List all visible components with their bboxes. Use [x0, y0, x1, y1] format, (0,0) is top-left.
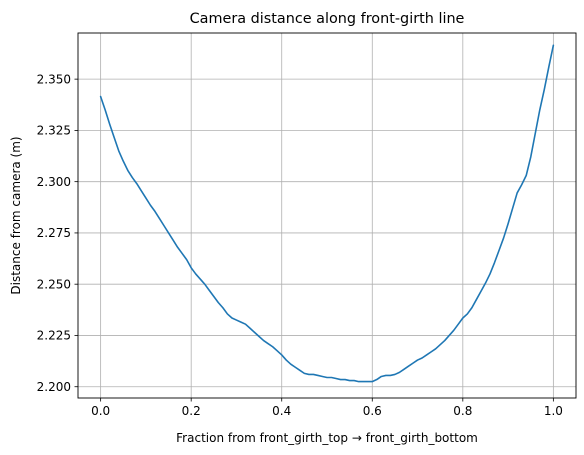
x-tick-label: 0.6 — [363, 404, 382, 418]
x-tick-label: 1.0 — [544, 404, 563, 418]
x-axis-label: Fraction from front_girth_top → front_gi… — [176, 431, 478, 445]
y-tick-label: 2.200 — [37, 380, 71, 394]
chart-title: Camera distance along front-girth line — [190, 11, 465, 27]
x-axis-ticks: 0.0 0.2 0.4 0.6 0.8 1.0 — [91, 398, 563, 418]
grid — [78, 33, 576, 398]
y-tick-label: 2.350 — [37, 72, 71, 86]
plot-frame — [77, 32, 577, 399]
y-tick-label: 2.250 — [37, 277, 71, 291]
x-tick-label: 0.0 — [91, 404, 110, 418]
y-tick-label: 2.275 — [37, 226, 71, 240]
x-tick-label: 0.2 — [182, 404, 201, 418]
y-tick-label: 2.225 — [37, 329, 71, 343]
y-axis-ticks: 2.200 2.225 2.250 2.275 2.300 2.325 2.350 — [37, 72, 78, 394]
x-tick-label: 0.4 — [272, 404, 291, 418]
y-axis-label: Distance from camera (m) — [9, 136, 23, 294]
x-tick-label: 0.8 — [453, 404, 472, 418]
series-layer — [99, 44, 555, 383]
y-tick-label: 2.325 — [37, 124, 71, 138]
series-line — [99, 44, 555, 383]
y-tick-label: 2.300 — [37, 175, 71, 189]
